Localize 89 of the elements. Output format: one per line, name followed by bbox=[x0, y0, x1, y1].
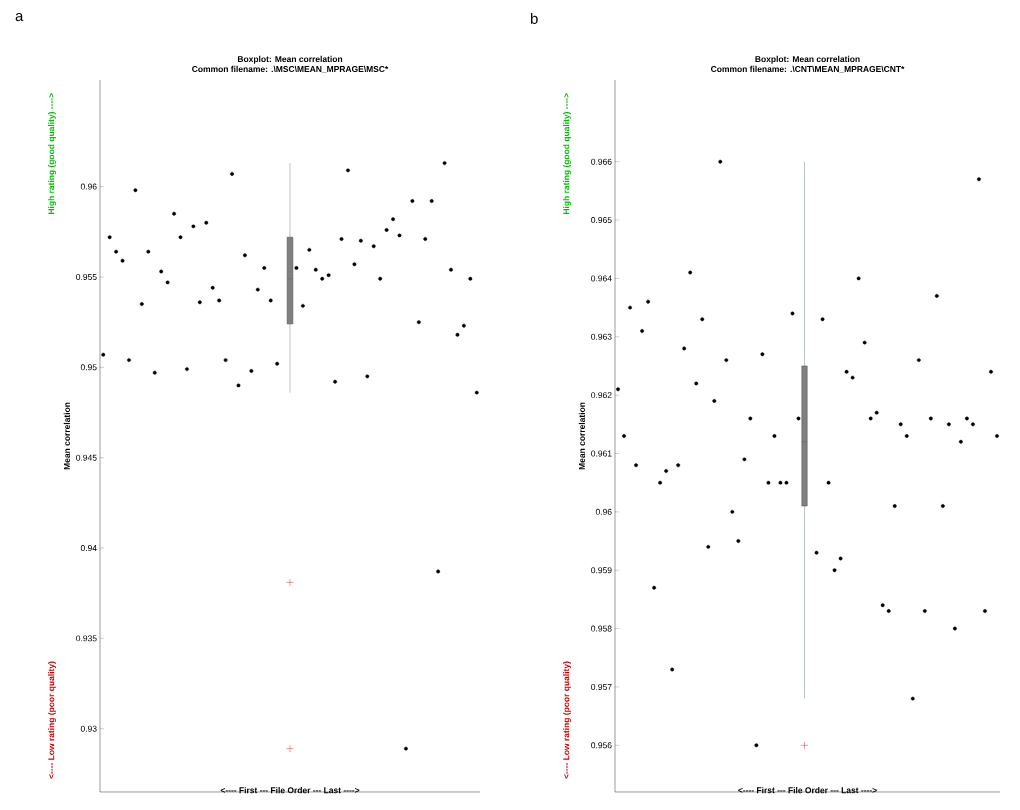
point bbox=[159, 269, 164, 274]
point bbox=[236, 383, 241, 388]
chart-title: Boxplot: Mean correlation bbox=[237, 55, 343, 64]
y-axis-title: Mean correlation bbox=[578, 402, 585, 470]
point bbox=[217, 298, 222, 303]
point bbox=[352, 262, 357, 267]
y-tick-label: 0.935 bbox=[76, 635, 97, 642]
point bbox=[185, 367, 189, 372]
point bbox=[378, 276, 383, 281]
text: High rating (good quality) ----> bbox=[48, 93, 56, 215]
point bbox=[178, 235, 183, 240]
point bbox=[249, 369, 254, 373]
point bbox=[326, 273, 331, 278]
point bbox=[410, 199, 415, 203]
point bbox=[210, 285, 215, 290]
text: b bbox=[531, 13, 538, 24]
point bbox=[307, 247, 312, 252]
point bbox=[230, 172, 234, 176]
point bbox=[462, 323, 466, 328]
point bbox=[429, 199, 434, 203]
chart-subtitle: Common filename: .\MSC\MEAN_MPRAGE\MSC* bbox=[192, 65, 389, 73]
point bbox=[114, 249, 119, 254]
y-tick-label: 0.955 bbox=[76, 273, 97, 280]
y-tick-label: 0.96 bbox=[595, 508, 612, 515]
x-axis-title: <---- First --- File Order --- Last ----> bbox=[738, 787, 877, 794]
point bbox=[300, 303, 305, 308]
y-tick-label: 0.959 bbox=[591, 567, 612, 574]
point bbox=[127, 358, 131, 362]
point bbox=[191, 224, 196, 229]
y-tick-label: 0.957 bbox=[591, 683, 612, 690]
point bbox=[365, 374, 370, 379]
point bbox=[139, 302, 144, 306]
y-tick-label: 0.94 bbox=[80, 545, 97, 552]
text: a bbox=[15, 13, 24, 22]
point bbox=[152, 370, 157, 375]
point bbox=[275, 361, 280, 366]
point bbox=[146, 249, 151, 254]
point bbox=[442, 161, 447, 166]
y-tick-label: 0.961 bbox=[591, 450, 612, 457]
point bbox=[197, 300, 202, 305]
point bbox=[223, 358, 228, 362]
point bbox=[107, 235, 112, 240]
point bbox=[397, 233, 402, 238]
point bbox=[262, 266, 267, 270]
point bbox=[436, 569, 441, 574]
point bbox=[346, 168, 350, 173]
y-tick-label: 0.945 bbox=[76, 454, 97, 461]
point bbox=[255, 287, 260, 292]
point bbox=[313, 267, 318, 272]
point bbox=[449, 267, 453, 272]
y-tick-label: 0.956 bbox=[591, 742, 612, 749]
y-tick-label: 0.95 bbox=[80, 364, 97, 371]
point bbox=[204, 220, 209, 225]
point bbox=[371, 244, 376, 249]
x-axis-title: <---- First --- File Order --- Last ----> bbox=[220, 787, 360, 794]
point bbox=[243, 253, 247, 258]
point bbox=[358, 238, 363, 243]
point bbox=[320, 276, 325, 281]
y-axis-title: Mean correlation bbox=[63, 402, 70, 470]
y-tick-label: 0.963 bbox=[591, 333, 612, 340]
y-tick-label: 0.964 bbox=[591, 275, 612, 282]
point bbox=[404, 746, 408, 751]
point bbox=[133, 188, 138, 193]
point bbox=[474, 390, 479, 395]
point bbox=[172, 211, 176, 216]
chart-title: Boxplot: Mean correlation bbox=[755, 55, 860, 64]
point bbox=[391, 217, 395, 222]
y-tick-label: 0.93 bbox=[80, 725, 97, 732]
text: High rating (good quality) ----> bbox=[563, 93, 571, 215]
point bbox=[339, 237, 344, 241]
y-tick-label: 0.965 bbox=[591, 217, 612, 224]
y-tick-label: 0.958 bbox=[591, 625, 612, 632]
point bbox=[333, 379, 337, 384]
point bbox=[455, 332, 460, 337]
point bbox=[120, 258, 125, 263]
text: <---- Low rating (poor quality) bbox=[563, 661, 571, 779]
point bbox=[101, 352, 106, 357]
point bbox=[384, 228, 389, 232]
point bbox=[165, 280, 170, 285]
text: <---- Low rating (poor quality) bbox=[48, 661, 56, 779]
y-tick-label: 0.966 bbox=[591, 158, 612, 165]
y-tick-label: 0.962 bbox=[591, 392, 612, 399]
point bbox=[268, 298, 273, 303]
y-tick-label: 0.96 bbox=[80, 183, 97, 190]
point bbox=[294, 266, 299, 270]
point bbox=[468, 276, 473, 281]
point bbox=[423, 237, 428, 241]
point bbox=[416, 320, 421, 325]
chart-subtitle: Common filename: .\CNT\MEAN_MPRAGE\CNT* bbox=[711, 65, 905, 73]
